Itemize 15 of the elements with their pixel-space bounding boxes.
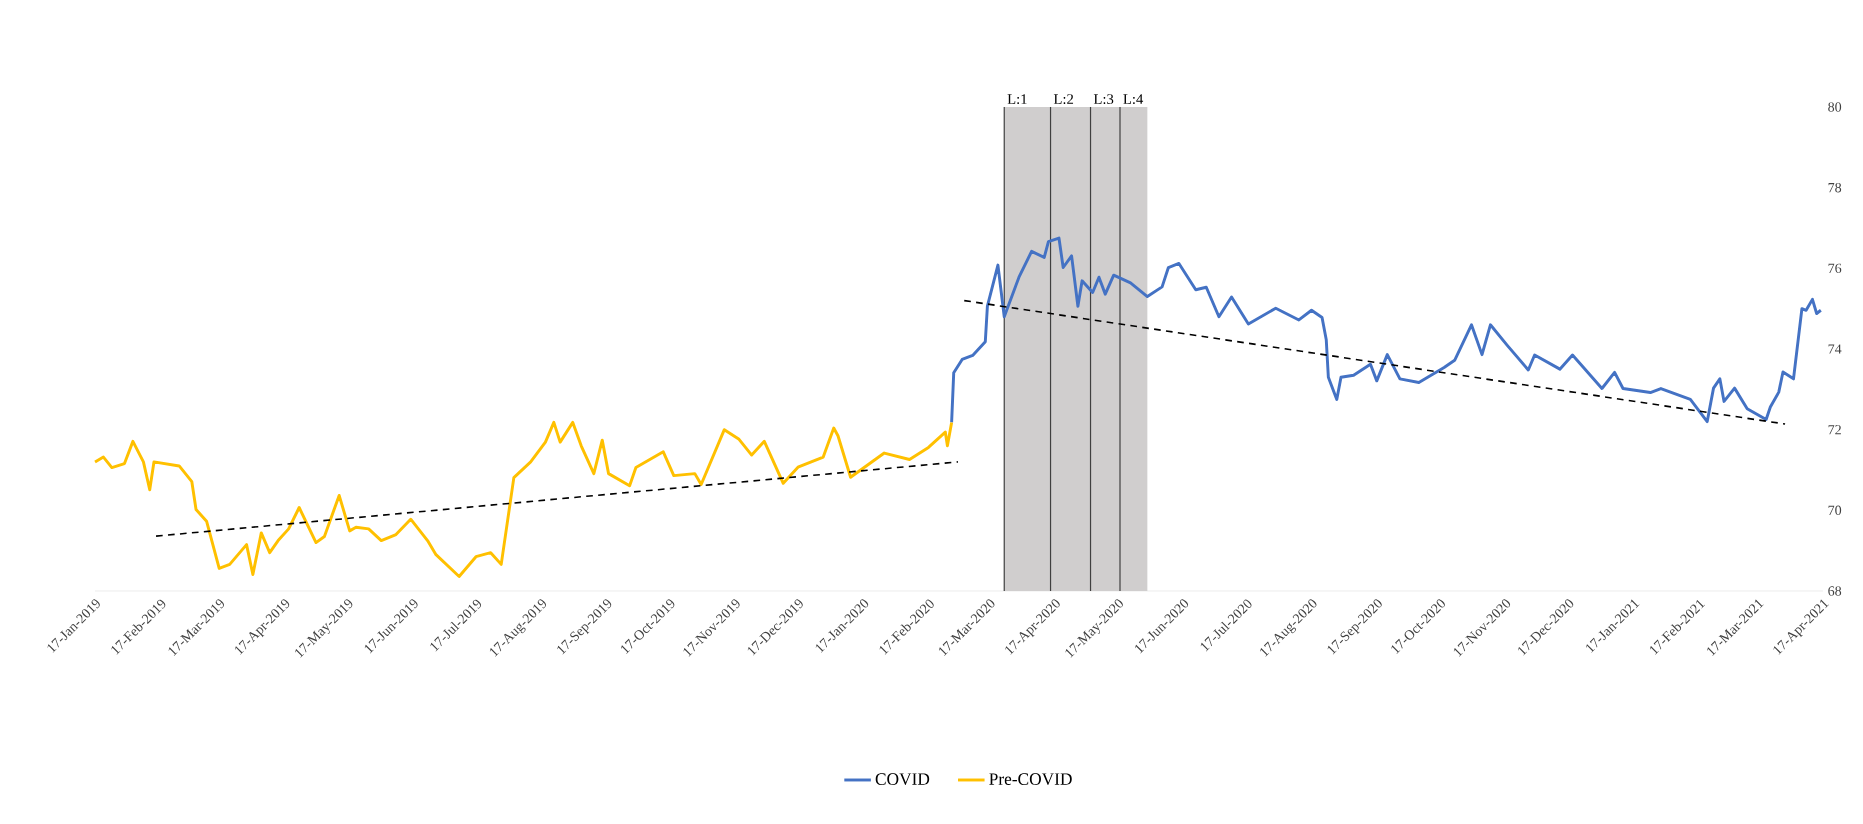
y-tick-label: 72 [1828,425,1841,435]
legend-label: Pre-COVID [989,773,1072,785]
y-tick-label: 80 [1828,102,1842,112]
ref-line-label: L:4 [1123,94,1144,105]
legend-label: COVID [875,773,930,785]
y-tick-label: 70 [1828,505,1842,516]
line-series [950,236,1823,424]
line-series [93,420,954,578]
y-tick-label: 68 [1828,586,1842,596]
ref-line-label: L:2 [1053,94,1074,105]
ref-line-label: L:1 [1007,94,1027,105]
y-tick-label: 74 [1828,344,1842,354]
y-tick-label: 78 [1828,182,1842,193]
y-tick-label: 76 [1828,263,1842,274]
ref-line-label: L:3 [1093,94,1114,105]
